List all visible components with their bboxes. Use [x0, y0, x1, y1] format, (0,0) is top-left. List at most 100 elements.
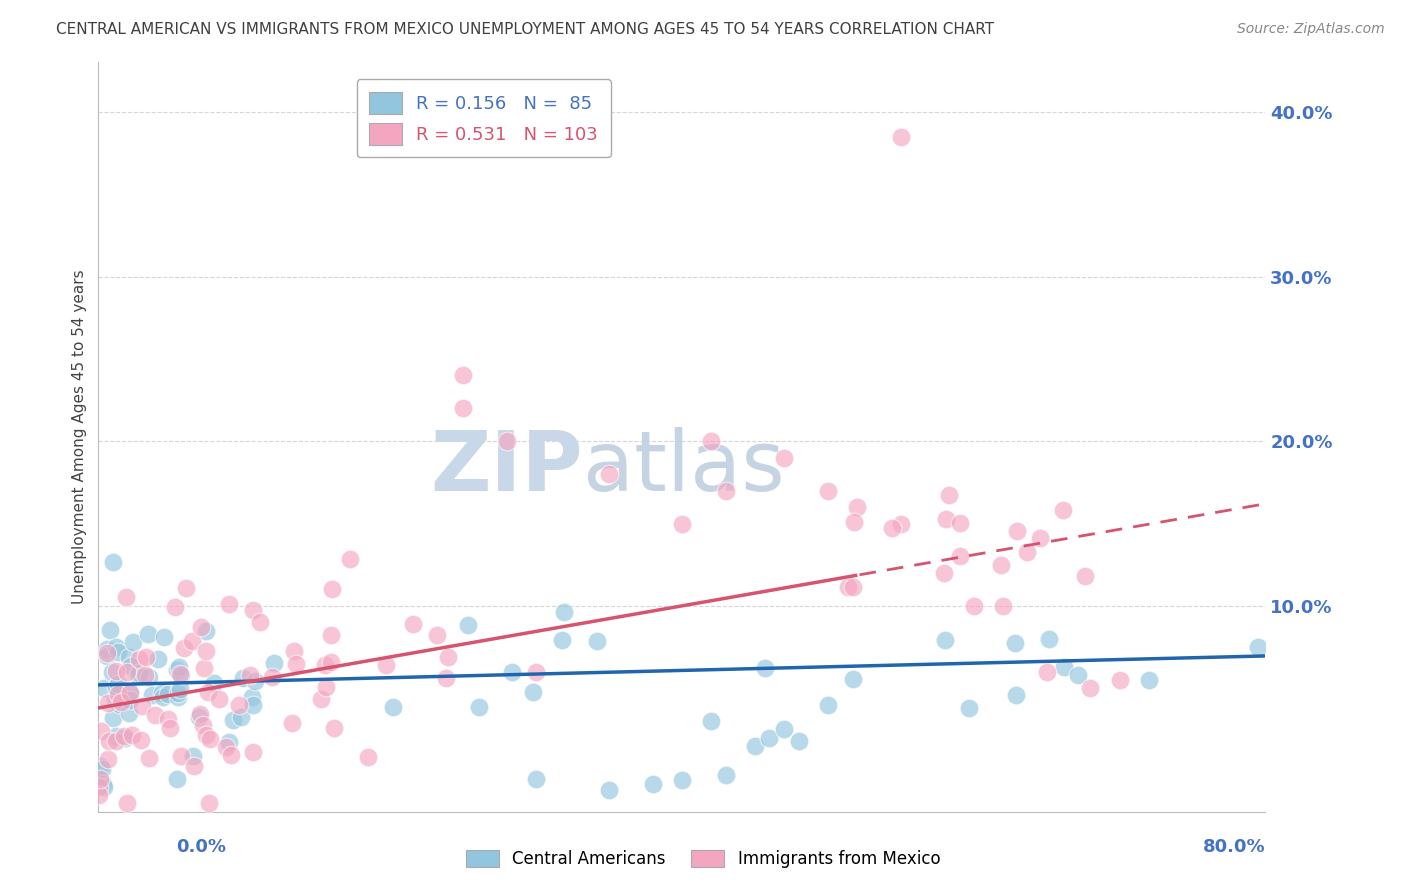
- Point: [145, 707, 167, 722]
- Point: [193, 660, 215, 674]
- Point: [134, 668, 156, 682]
- Point: [96, 646, 118, 660]
- Point: [1015, 545, 1038, 559]
- Point: [846, 500, 869, 514]
- Point: [181, 633, 204, 648]
- Point: [773, 723, 796, 737]
- Point: [93, 780, 115, 794]
- Point: [1035, 665, 1057, 679]
- Point: [105, 640, 128, 654]
- Point: [97, 696, 120, 710]
- Point: [198, 732, 221, 747]
- Point: [152, 690, 174, 704]
- Point: [118, 686, 141, 700]
- Text: Source: ZipAtlas.com: Source: ZipAtlas.com: [1237, 22, 1385, 37]
- Point: [837, 580, 859, 594]
- Point: [1108, 673, 1130, 687]
- Point: [773, 450, 796, 465]
- Point: [197, 797, 219, 811]
- Text: 80.0%: 80.0%: [1202, 838, 1265, 856]
- Point: [117, 706, 139, 720]
- Point: [890, 516, 912, 531]
- Point: [91, 762, 114, 776]
- Point: [700, 714, 723, 728]
- Point: [97, 752, 120, 766]
- Point: [170, 748, 193, 763]
- Point: [375, 658, 398, 673]
- Point: [880, 521, 903, 535]
- Point: [138, 670, 160, 684]
- Point: [128, 652, 150, 666]
- Point: [167, 659, 190, 673]
- Point: [1005, 688, 1028, 702]
- Point: [107, 677, 129, 691]
- Point: [89, 772, 111, 786]
- Point: [107, 687, 129, 701]
- Point: [121, 635, 143, 649]
- Point: [242, 745, 264, 759]
- Point: [934, 566, 956, 580]
- Point: [91, 777, 114, 791]
- Point: [166, 664, 188, 678]
- Point: [524, 772, 547, 786]
- Point: [197, 685, 219, 699]
- Point: [105, 665, 128, 679]
- Point: [100, 665, 122, 680]
- Point: [194, 644, 217, 658]
- Point: [501, 665, 523, 679]
- Point: [167, 686, 190, 700]
- Point: [115, 796, 138, 810]
- Point: [451, 368, 474, 383]
- Point: [467, 700, 489, 714]
- Point: [166, 772, 188, 787]
- Point: [104, 680, 127, 694]
- Text: atlas: atlas: [582, 426, 785, 508]
- Point: [1080, 681, 1102, 696]
- Point: [138, 751, 160, 765]
- Point: [120, 692, 142, 706]
- Text: ZIP: ZIP: [430, 426, 582, 508]
- Point: [118, 650, 141, 665]
- Point: [938, 488, 960, 502]
- Point: [222, 714, 245, 728]
- Point: [110, 695, 132, 709]
- Point: [714, 768, 737, 782]
- Point: [103, 711, 125, 725]
- Point: [1052, 503, 1074, 517]
- Point: [104, 692, 127, 706]
- Point: [842, 580, 865, 594]
- Point: [309, 691, 332, 706]
- Point: [218, 735, 240, 749]
- Point: [193, 717, 215, 731]
- Point: [451, 401, 474, 416]
- Point: [585, 633, 607, 648]
- Point: [319, 627, 342, 641]
- Point: [129, 732, 152, 747]
- Point: [93, 681, 115, 695]
- Point: [934, 633, 956, 648]
- Point: [214, 740, 236, 755]
- Point: [817, 483, 839, 498]
- Point: [284, 657, 307, 671]
- Point: [96, 648, 118, 663]
- Point: [112, 729, 135, 743]
- Text: CENTRAL AMERICAN VS IMMIGRANTS FROM MEXICO UNEMPLOYMENT AMONG AGES 45 TO 54 YEAR: CENTRAL AMERICAN VS IMMIGRANTS FROM MEXI…: [56, 22, 994, 37]
- Point: [98, 734, 121, 748]
- Point: [108, 697, 131, 711]
- Point: [120, 659, 142, 673]
- Point: [208, 692, 231, 706]
- Point: [437, 650, 460, 665]
- Point: [183, 759, 205, 773]
- Point: [842, 673, 865, 687]
- Point: [524, 665, 547, 679]
- Point: [115, 665, 138, 679]
- Point: [260, 670, 283, 684]
- Point: [174, 581, 197, 595]
- Point: [283, 644, 305, 658]
- Point: [188, 709, 211, 723]
- Point: [321, 582, 343, 596]
- Point: [671, 773, 693, 788]
- Y-axis label: Unemployment Among Ages 45 to 54 years: Unemployment Among Ages 45 to 54 years: [72, 269, 87, 605]
- Point: [202, 675, 225, 690]
- Point: [935, 512, 957, 526]
